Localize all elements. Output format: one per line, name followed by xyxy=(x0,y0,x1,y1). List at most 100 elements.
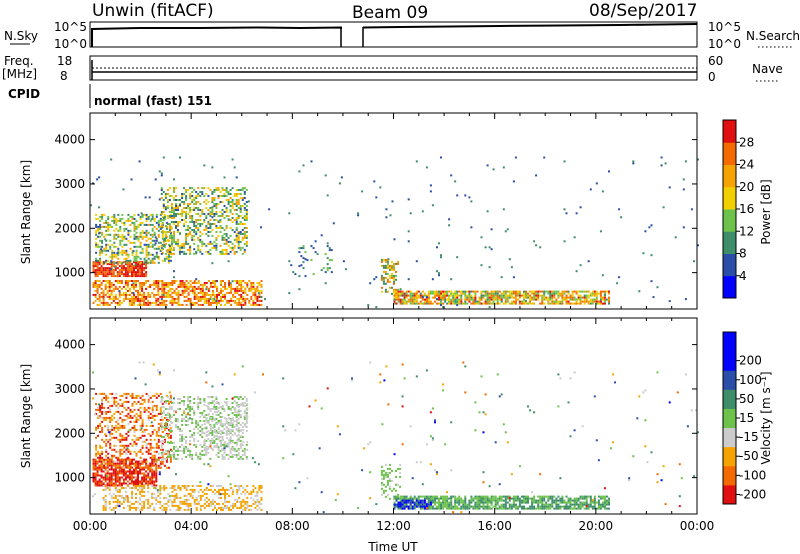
nsky-panel: N.Sky 10^5 10^0 10^5 10^0 N.Search xyxy=(4,20,800,51)
nsearch-label: N.Search xyxy=(746,29,800,43)
range-gate-cell xyxy=(189,303,192,306)
range-gate-cell xyxy=(209,504,212,507)
range-gate-cell xyxy=(230,504,233,507)
range-gate-cell xyxy=(113,402,116,405)
range-gate-cell xyxy=(115,227,118,230)
range-gate-cell xyxy=(128,476,131,479)
range-gate-cell xyxy=(577,294,580,297)
range-gate-cell xyxy=(94,464,97,467)
range-gate-cell xyxy=(141,508,144,511)
range-gate-cell xyxy=(401,505,404,508)
range-gate-cell xyxy=(486,302,489,305)
range-gate-cell xyxy=(375,306,378,309)
range-gate-cell xyxy=(133,217,136,220)
range-gate-cell xyxy=(133,295,135,298)
range-gate-cell xyxy=(131,253,134,256)
range-gate-cell xyxy=(233,250,236,253)
range-gate-cell xyxy=(207,430,210,432)
range-gate-cell xyxy=(494,290,497,293)
range-gate-cell xyxy=(222,488,224,491)
range-gate-cell xyxy=(201,428,204,430)
cpid-value: normal (fast) 151 xyxy=(94,94,212,108)
range-gate-cell xyxy=(533,294,536,297)
range-gate-cell xyxy=(222,405,224,408)
range-gate-cell xyxy=(187,285,190,288)
range-gate-cell xyxy=(220,433,222,436)
range-gate-cell xyxy=(468,300,471,303)
range-gate-cell xyxy=(218,301,220,304)
range-gate-cell xyxy=(565,296,568,299)
range-gate-cell xyxy=(427,505,430,508)
range-gate-cell xyxy=(133,297,135,300)
range-gate-cell xyxy=(151,243,154,246)
range-gate-cell xyxy=(215,211,218,213)
range-gate-cell xyxy=(101,428,104,431)
range-gate-cell xyxy=(153,247,156,250)
range-gate-cell xyxy=(120,468,123,471)
range-gate-cell xyxy=(401,294,404,297)
range-gate-cell xyxy=(95,257,98,260)
range-gate-cell xyxy=(409,505,412,508)
range-gate-cell xyxy=(111,418,114,421)
range-gate-cell xyxy=(237,236,240,239)
range-gate-cell xyxy=(512,300,515,303)
range-gate-cell xyxy=(399,499,402,502)
range-gate-cell xyxy=(452,302,455,305)
range-gate-cell xyxy=(569,296,572,299)
range-gate-cell xyxy=(160,457,163,460)
range-gate-cell xyxy=(514,302,517,305)
range-gate-cell xyxy=(160,445,163,448)
range-gate-cell xyxy=(215,231,218,233)
range-gate-cell xyxy=(187,203,190,205)
range-gate-cell xyxy=(502,290,505,293)
range-gate-cell xyxy=(244,287,247,290)
range-gate-cell xyxy=(141,221,144,224)
range-gate-cell xyxy=(256,492,259,495)
range-gate-cell xyxy=(229,449,232,452)
range-gate-cell xyxy=(233,166,236,169)
range-gate-cell xyxy=(110,301,113,304)
range-gate-cell xyxy=(135,289,137,292)
range-gate-cell xyxy=(145,392,148,395)
range-gate-cell xyxy=(151,454,154,457)
range-gate-cell xyxy=(207,280,210,282)
range-gate-cell xyxy=(340,176,343,179)
range-gate-cell xyxy=(122,468,125,471)
range-gate-cell xyxy=(111,404,114,407)
range-gate-cell xyxy=(124,458,127,461)
range-gate-cell xyxy=(187,205,190,207)
range-gate-cell xyxy=(133,484,135,487)
range-gate-cell xyxy=(391,286,393,289)
range-gate-cell xyxy=(237,242,240,245)
range-gate-cell xyxy=(102,295,105,298)
range-gate-cell xyxy=(234,301,237,304)
range-gate-cell xyxy=(235,234,238,237)
range-gate-cell xyxy=(207,289,210,292)
range-gate-cell xyxy=(195,278,198,281)
range-gate-cell xyxy=(161,285,164,288)
range-gate-cell xyxy=(161,460,164,463)
range-gate-cell xyxy=(158,198,161,201)
range-gate-cell xyxy=(527,292,529,295)
range-gate-cell xyxy=(514,294,517,297)
range-gate-cell xyxy=(189,502,192,505)
range-gate-cell xyxy=(179,244,181,247)
range-gate-cell xyxy=(147,398,150,401)
range-gate-cell xyxy=(239,215,242,217)
range-gate-cell xyxy=(438,507,440,510)
range-gate-cell xyxy=(92,464,95,467)
range-gate-cell xyxy=(137,488,139,491)
range-gate-cell xyxy=(222,506,224,509)
range-gate-cell xyxy=(127,444,130,447)
range-gate-cell xyxy=(102,273,105,276)
range-gate-cell xyxy=(298,275,301,278)
range-gate-cell xyxy=(153,219,156,222)
range-gate-cell xyxy=(117,253,120,256)
range-gate-cell xyxy=(302,245,305,248)
range-gate-cell xyxy=(238,405,241,408)
range-gate-cell xyxy=(124,470,127,473)
range-gate-cell xyxy=(165,418,168,421)
range-gate-cell xyxy=(123,466,126,469)
range-gate-cell xyxy=(234,299,237,302)
range-gate-cell xyxy=(111,219,114,222)
